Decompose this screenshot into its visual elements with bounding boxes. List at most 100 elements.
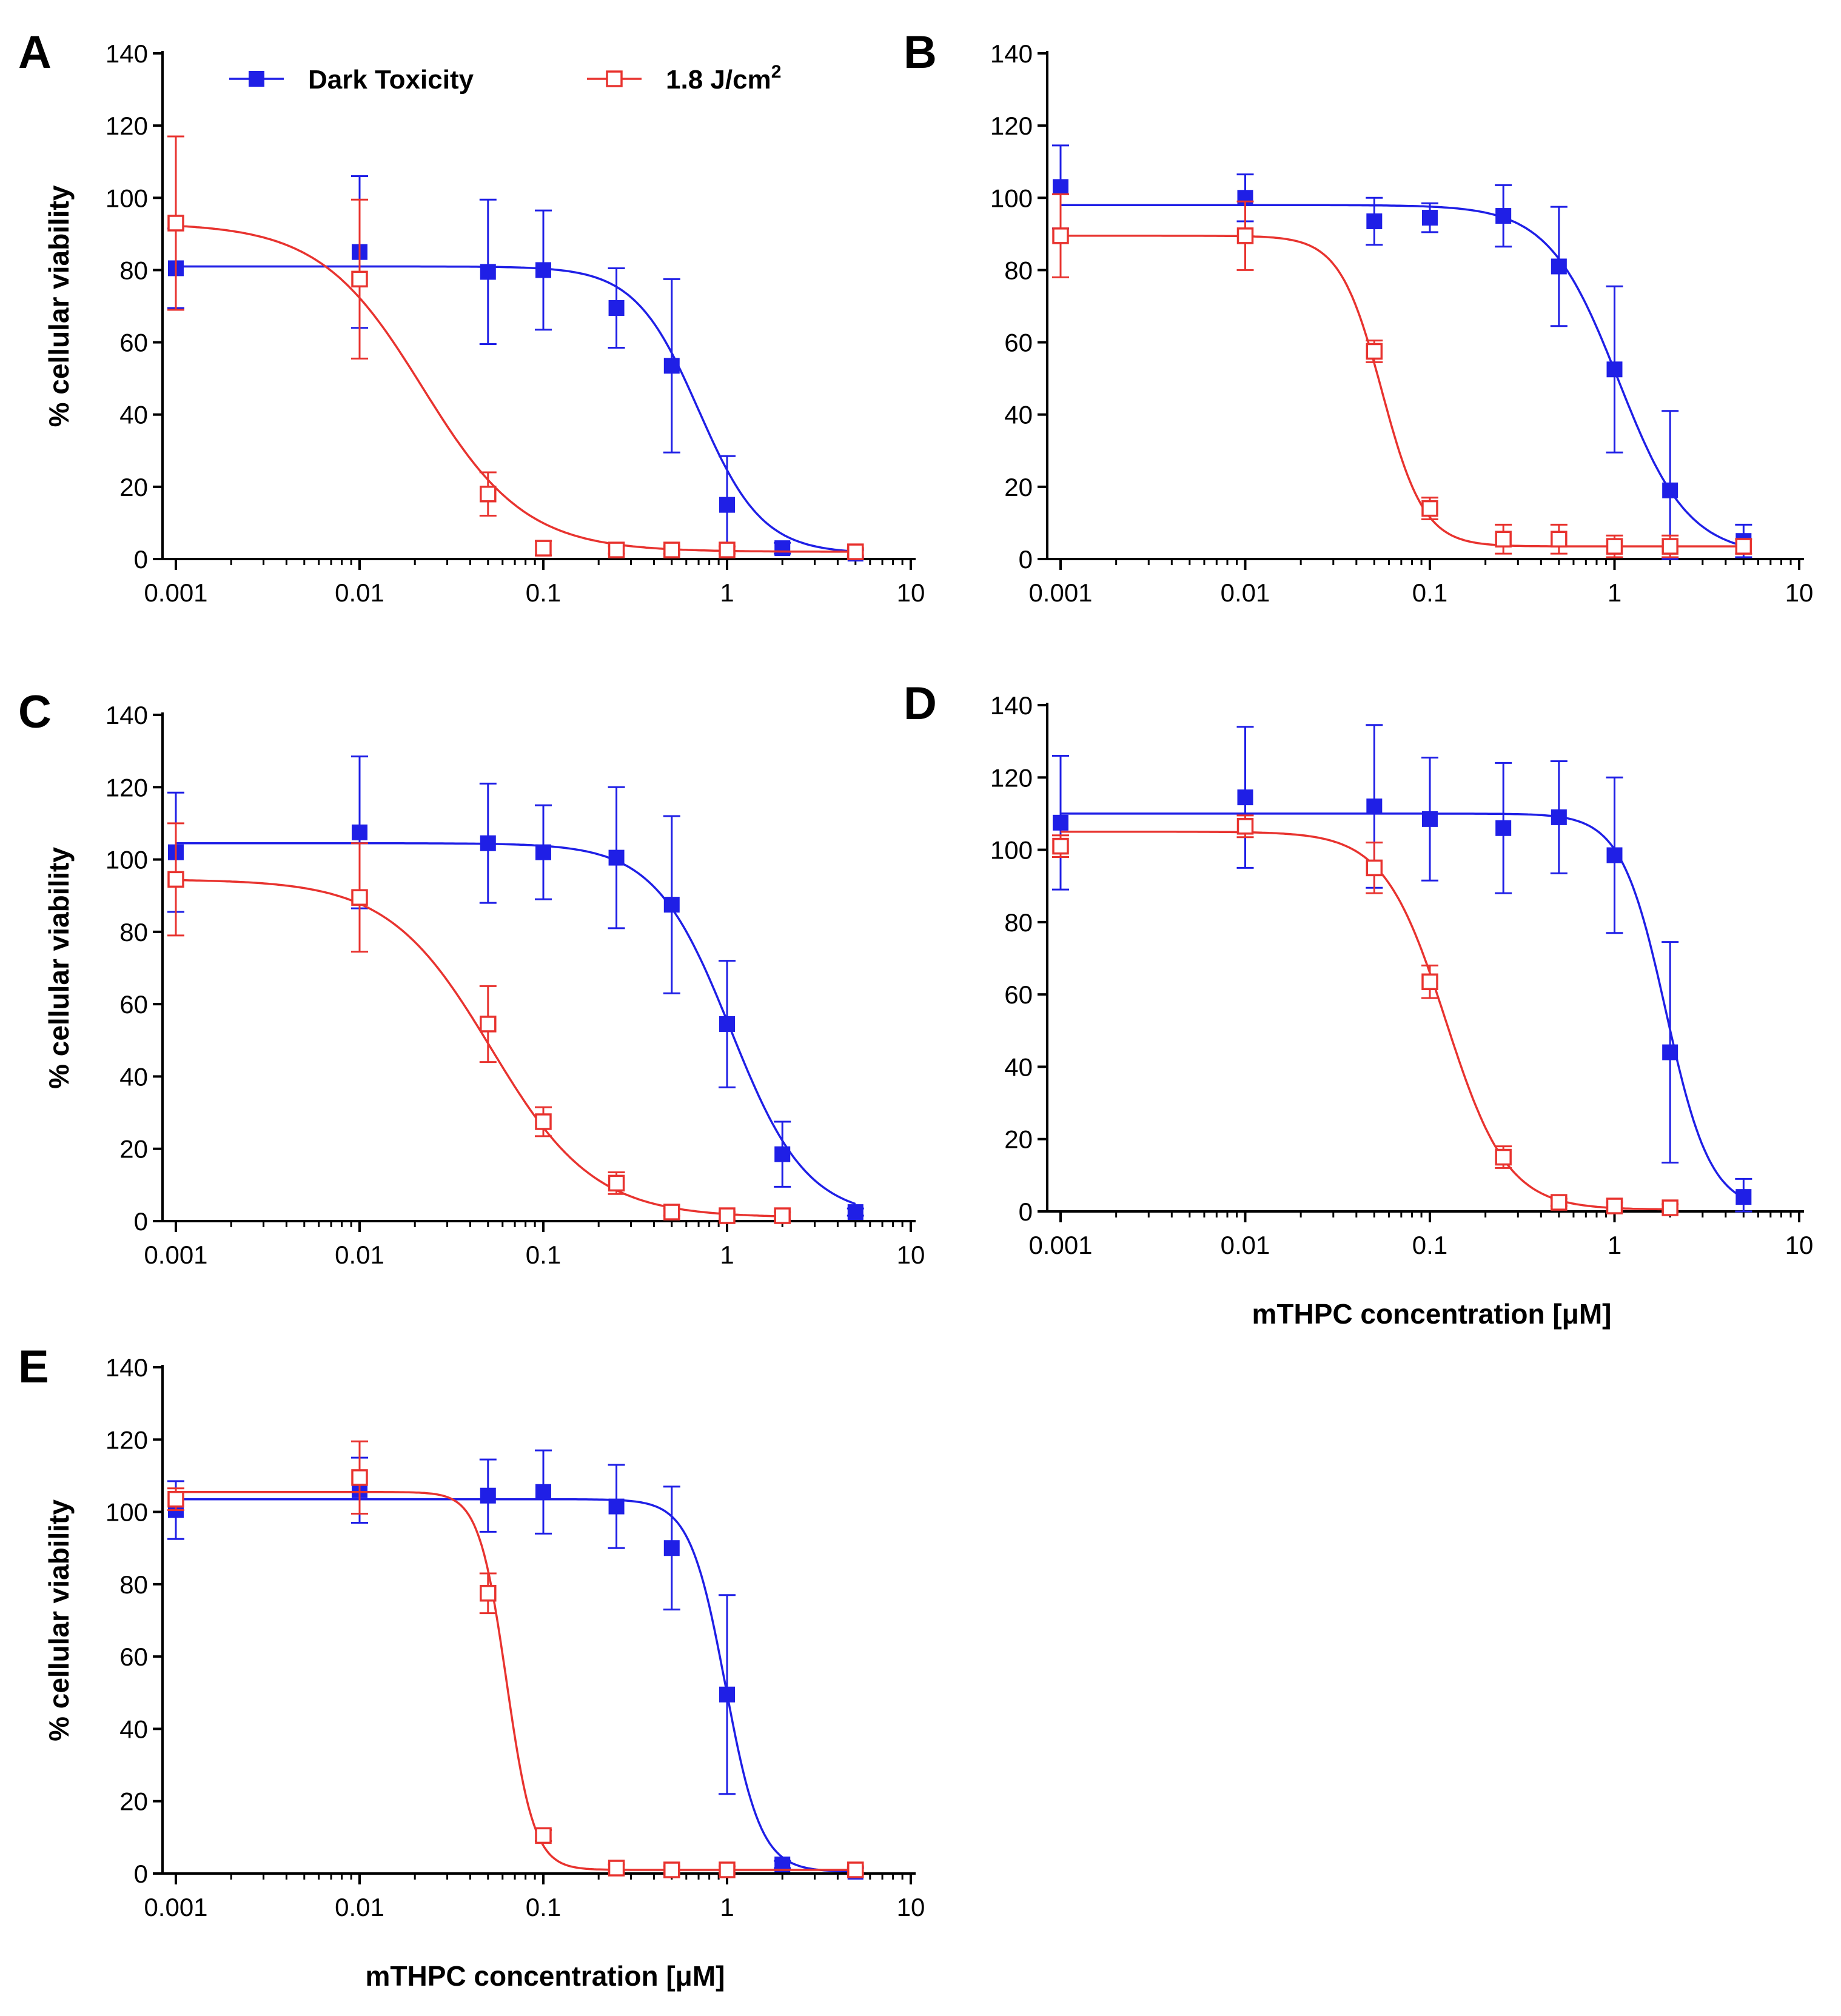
data-point (1606, 361, 1623, 378)
data-point (167, 871, 184, 888)
fit-curve (176, 879, 783, 1217)
y-tick-label: 140 (990, 39, 1033, 68)
x-tick-label: 1 (1608, 578, 1621, 607)
data-point (1422, 811, 1438, 827)
data-point (480, 264, 496, 280)
data-point (1606, 538, 1623, 555)
data-point (351, 889, 368, 906)
data-point (608, 849, 625, 866)
x-tick-label: 1 (720, 578, 734, 607)
series-light-dose (167, 822, 791, 1224)
x-tick-label: 0.1 (526, 1241, 561, 1269)
y-tick-label: 100 (106, 846, 148, 874)
y-tick-label: 40 (119, 401, 148, 429)
data-point (847, 543, 864, 560)
data-point (1551, 531, 1568, 548)
x-tick-label: 0.01 (1221, 578, 1270, 607)
data-point (719, 1207, 736, 1224)
legend-label-light-superscript: 2 (771, 62, 782, 82)
data-point (719, 541, 736, 558)
fit-curve (176, 842, 856, 1205)
x-tick-label: 10 (897, 1893, 925, 1921)
x-tick-label: 0.001 (1028, 1231, 1092, 1259)
data-point (352, 824, 367, 840)
y-tick-label: 0 (134, 1860, 148, 1888)
x-tick-label: 0.01 (335, 1241, 384, 1269)
data-point (1421, 500, 1438, 517)
series-dark-toxicity (1052, 144, 1752, 560)
data-point (480, 486, 497, 503)
y-tick-label: 120 (106, 112, 148, 140)
data-point (1495, 208, 1512, 224)
data-point (1551, 258, 1567, 275)
y-tick-label: 60 (1004, 980, 1033, 1009)
y-tick-label: 140 (106, 39, 148, 68)
y-tick-label: 40 (1004, 401, 1033, 429)
data-point (167, 1490, 184, 1508)
fit-curve (176, 265, 856, 553)
data-point (1366, 859, 1383, 877)
x-tick-label: 0.1 (1412, 578, 1447, 607)
data-point (167, 215, 184, 232)
y-tick-label: 80 (119, 1570, 148, 1599)
data-point (774, 540, 791, 557)
y-tick-label: 80 (1004, 256, 1033, 284)
x-axis-title: mTHPC concentration [μM] (1252, 1298, 1612, 1330)
series-light-dose (1052, 193, 1752, 558)
data-point (1662, 482, 1678, 498)
data-point (1237, 789, 1253, 806)
y-tick-label: 20 (119, 1135, 148, 1164)
panel-letter: C (18, 686, 52, 738)
data-point (480, 1016, 497, 1033)
x-tick-label: 1 (1608, 1231, 1621, 1259)
x-tick-label: 0.001 (1028, 578, 1092, 607)
x-tick-label: 0.001 (144, 1241, 207, 1269)
data-point (608, 1860, 625, 1877)
x-tick-label: 10 (897, 578, 925, 607)
data-point (774, 1146, 791, 1162)
data-point (1551, 1194, 1568, 1211)
data-point (608, 300, 625, 316)
y-tick-label: 20 (1004, 1125, 1033, 1154)
y-tick-label: 140 (106, 1353, 148, 1382)
fit-curve (175, 224, 856, 553)
x-tick-label: 1 (720, 1893, 734, 1921)
data-point (847, 1861, 864, 1878)
fit-curve (1061, 235, 1744, 548)
panel-letter: A (18, 27, 52, 78)
y-tick-label: 120 (990, 763, 1033, 792)
legend-marker-light (606, 70, 623, 87)
data-point (1662, 538, 1678, 555)
panel-letter: E (18, 1341, 49, 1393)
panel-d: D 0 20 40 60 80 100 120 140 0.001 0.01 0.1 1 10 mTHPC … (904, 678, 1813, 1330)
data-point (535, 1484, 551, 1500)
data-point (1495, 531, 1512, 548)
y-tick-label: 100 (106, 1498, 148, 1527)
data-point (1053, 814, 1068, 831)
data-point (663, 541, 680, 558)
legend-label-light: 1.8 J/cm2 (666, 62, 781, 95)
panel-c: C 0 20 40 60 80 100 120 140 0.001 0.01 0.1 1 10 % cell… (18, 686, 925, 1269)
data-point (1551, 809, 1567, 825)
data-point (774, 1207, 791, 1224)
data-point (1606, 847, 1623, 863)
series-dark-toxicity (167, 175, 864, 562)
x-tick-label: 0.01 (1221, 1231, 1270, 1259)
series-dark-toxicity (167, 755, 864, 1221)
legend-label-dark: Dark Toxicity (308, 65, 474, 95)
data-point (663, 897, 680, 913)
y-tick-label: 140 (106, 701, 148, 729)
data-point (480, 1487, 496, 1504)
x-tick-label: 0.1 (526, 578, 561, 607)
data-point (535, 540, 552, 557)
y-tick-label: 120 (106, 773, 148, 802)
data-point (1422, 210, 1438, 226)
data-point (663, 1204, 680, 1221)
y-tick-label: 100 (990, 184, 1033, 212)
y-tick-label: 40 (1004, 1053, 1033, 1081)
fit-curve (1061, 812, 1745, 1199)
y-tick-label: 60 (119, 990, 148, 1019)
y-tick-label: 60 (119, 1643, 148, 1671)
data-point (1735, 1189, 1752, 1205)
